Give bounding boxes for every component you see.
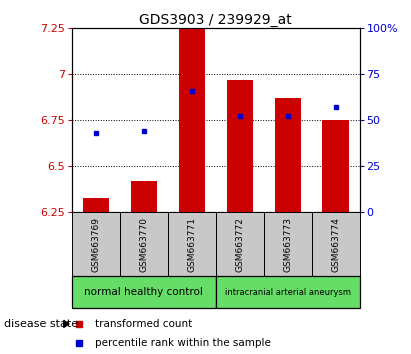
Polygon shape bbox=[64, 320, 69, 327]
Bar bbox=[131, 181, 157, 212]
Text: GSM663771: GSM663771 bbox=[187, 217, 196, 272]
Bar bbox=[323, 120, 349, 212]
Bar bbox=[168, 212, 216, 276]
Text: GSM663772: GSM663772 bbox=[235, 217, 244, 272]
Bar bbox=[216, 276, 360, 308]
Bar bbox=[226, 80, 253, 212]
Bar bbox=[120, 212, 168, 276]
Bar bbox=[312, 212, 360, 276]
Bar bbox=[72, 212, 120, 276]
Text: GSM663769: GSM663769 bbox=[91, 217, 100, 272]
Bar bbox=[83, 198, 109, 212]
Bar bbox=[179, 28, 205, 212]
Text: normal healthy control: normal healthy control bbox=[84, 287, 203, 297]
Text: GSM663770: GSM663770 bbox=[139, 217, 148, 272]
Text: GSM663773: GSM663773 bbox=[283, 217, 292, 272]
Title: GDS3903 / 239929_at: GDS3903 / 239929_at bbox=[139, 13, 292, 27]
Text: transformed count: transformed count bbox=[95, 319, 192, 329]
Text: percentile rank within the sample: percentile rank within the sample bbox=[95, 338, 271, 348]
Bar bbox=[216, 212, 264, 276]
Text: disease state: disease state bbox=[4, 319, 78, 329]
Text: GSM663774: GSM663774 bbox=[331, 217, 340, 272]
Bar bbox=[72, 276, 216, 308]
Bar bbox=[275, 98, 301, 212]
Bar bbox=[264, 212, 312, 276]
Text: intracranial arterial aneurysm: intracranial arterial aneurysm bbox=[225, 287, 351, 297]
